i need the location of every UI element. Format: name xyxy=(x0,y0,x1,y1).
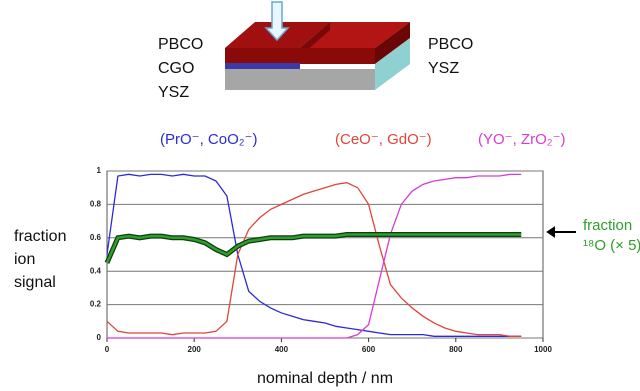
ysz-side xyxy=(375,38,410,90)
y-tick-label: 0 xyxy=(97,333,102,342)
x-tick-label: 800 xyxy=(449,345,463,354)
annotation: ¹⁸O (× 5) xyxy=(583,237,640,254)
pbco-side xyxy=(375,22,410,64)
layer-diagram xyxy=(225,1,410,90)
series-line xyxy=(106,173,522,337)
beam-arrow xyxy=(264,1,290,42)
left-layer-label: YSZ xyxy=(158,84,189,101)
pbco-front xyxy=(225,48,375,64)
y-label: ion xyxy=(14,251,35,268)
y-label: fraction xyxy=(14,228,66,245)
x-label: nominal depth / nm xyxy=(257,370,393,387)
ysz-front xyxy=(225,69,375,90)
y-tick-label: 0.2 xyxy=(90,300,102,309)
x-tick-label: 400 xyxy=(275,345,289,354)
x-tick-label: 0 xyxy=(105,345,110,354)
series-line xyxy=(107,173,522,339)
legend-label: (PrO⁻, CoO₂⁻) xyxy=(160,131,258,148)
legend-label: (YO⁻, ZrO₂⁻) xyxy=(478,131,565,148)
left-layer-label: PBCO xyxy=(158,36,203,53)
plot-area xyxy=(106,170,544,339)
y-label: signal xyxy=(14,274,56,291)
right-layer-label: PBCO xyxy=(428,36,473,53)
annotation-arrow xyxy=(546,226,576,238)
x-tick-label: 200 xyxy=(188,345,202,354)
left-layer-label: CGO xyxy=(158,60,194,77)
y-tick-label: 1 xyxy=(97,166,102,175)
y-tick-label: 0.6 xyxy=(90,233,102,242)
x-tick-label: 1000 xyxy=(534,345,552,354)
y-tick-label: 0.8 xyxy=(90,200,102,209)
series-line xyxy=(105,233,522,264)
step-face xyxy=(300,22,330,52)
legend-label: (CeO⁻, GdO⁻) xyxy=(335,131,432,148)
x-tick-label: 600 xyxy=(362,345,376,354)
annotation: fraction xyxy=(583,217,632,234)
right-layer-label: YSZ xyxy=(428,60,459,77)
cgo-layer xyxy=(225,63,300,69)
y-tick-label: 0.4 xyxy=(90,266,102,275)
series-line xyxy=(106,182,522,337)
